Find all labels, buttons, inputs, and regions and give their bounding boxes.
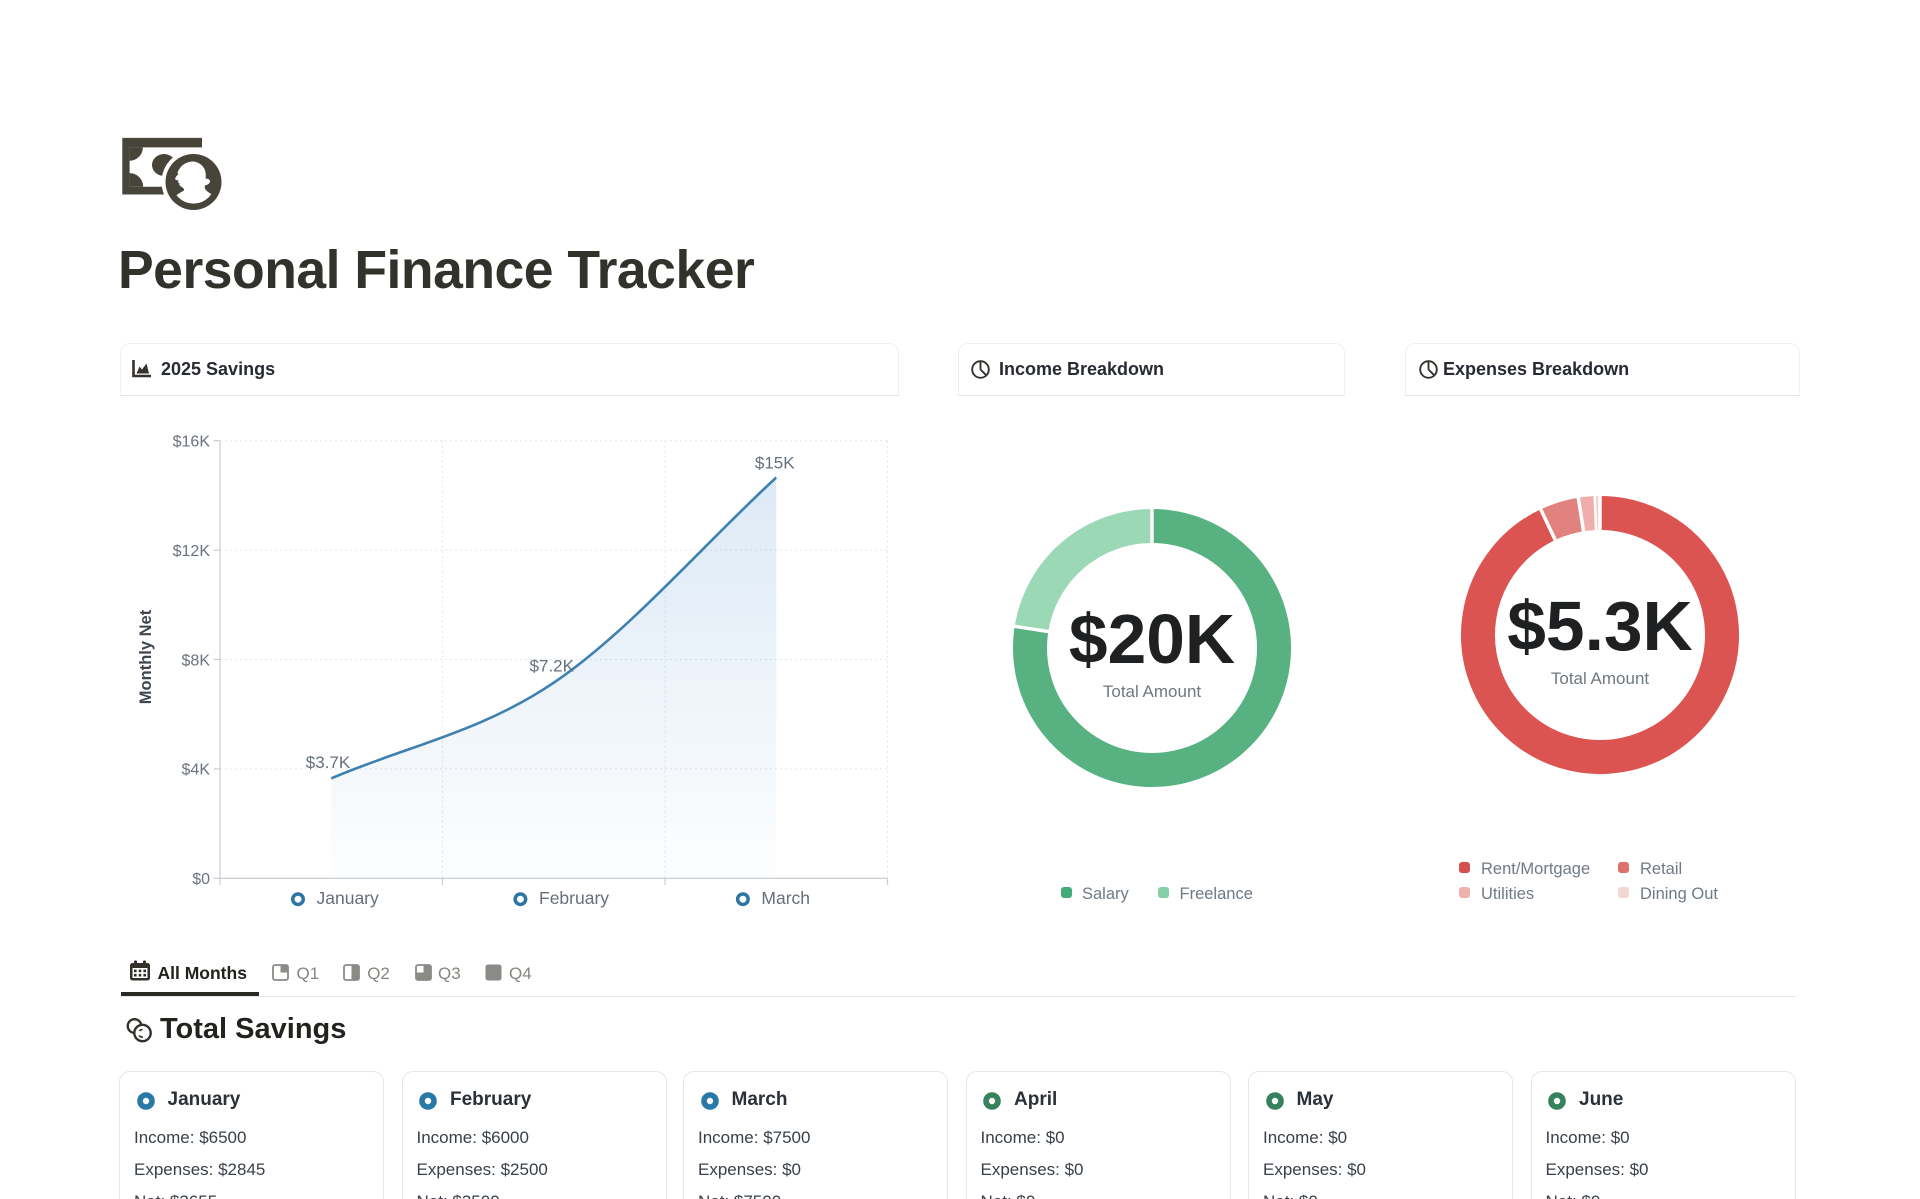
svg-text:$16K: $16K [173, 434, 211, 451]
svg-text:January: January [317, 888, 380, 908]
svg-text:$3.7K: $3.7K [306, 753, 351, 772]
svg-text:March: March [761, 888, 810, 908]
svg-text:$12K: $12K [173, 543, 211, 560]
svg-text:$7.2K: $7.2K [530, 657, 575, 676]
svg-text:$15K: $15K [755, 453, 795, 472]
svg-text:$8K: $8K [182, 652, 211, 669]
svg-text:February: February [539, 888, 609, 908]
svg-text:$4K: $4K [182, 762, 211, 779]
svg-text:$0: $0 [192, 871, 210, 888]
svg-text:Monthly Net: Monthly Net [137, 609, 155, 704]
